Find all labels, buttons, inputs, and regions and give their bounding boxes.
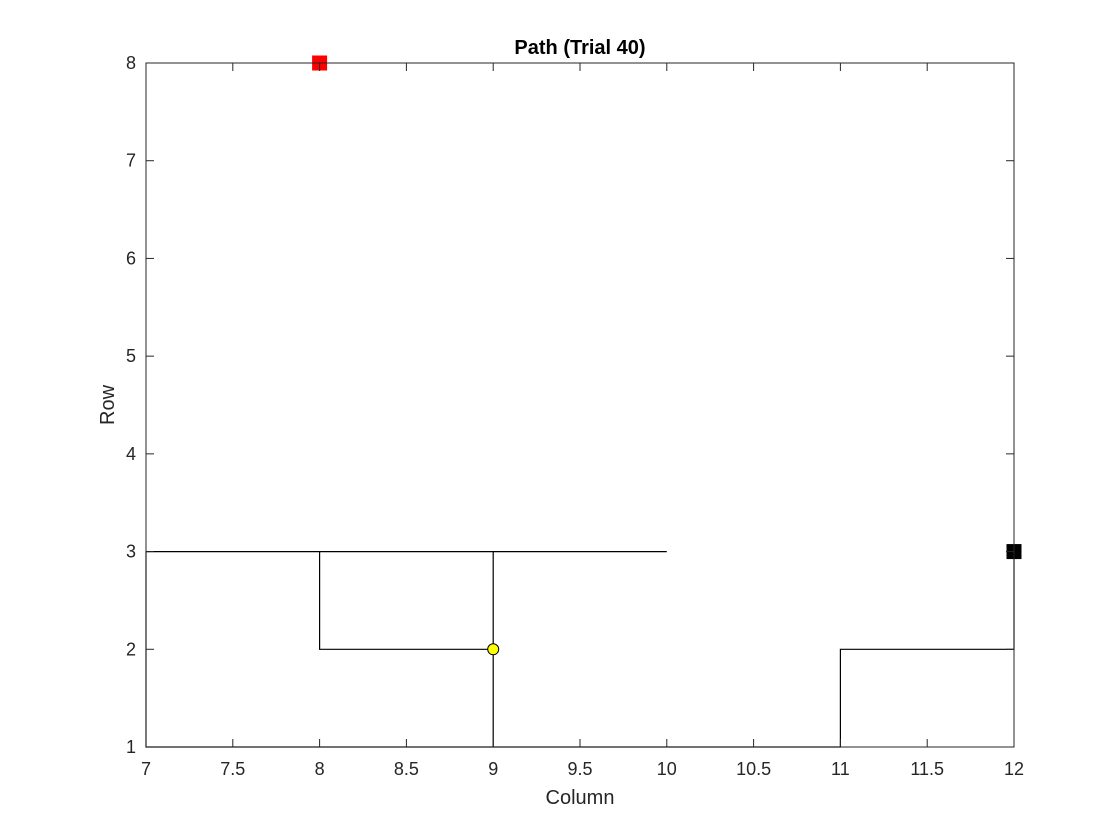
y-axis-label: Row bbox=[97, 384, 119, 425]
y-tick-label: 5 bbox=[126, 346, 136, 366]
x-tick-label: 7 bbox=[141, 759, 151, 779]
x-tick-label: 9 bbox=[488, 759, 498, 779]
y-tick-label: 7 bbox=[126, 151, 136, 171]
y-tick-label: 3 bbox=[126, 542, 136, 562]
x-tick-label: 9.5 bbox=[567, 759, 592, 779]
x-tick-label: 11 bbox=[831, 759, 850, 779]
y-tick-label: 4 bbox=[126, 444, 136, 464]
x-tick-label: 10 bbox=[657, 759, 677, 779]
marker-circle-2 bbox=[487, 643, 500, 656]
x-tick-label: 8 bbox=[315, 759, 325, 779]
y-tick-label: 1 bbox=[126, 737, 136, 757]
x-tick-label: 10.5 bbox=[736, 759, 771, 779]
plot-area bbox=[145, 55, 1022, 748]
x-tick-label: 11.5 bbox=[910, 759, 944, 779]
x-tick-label: 7.5 bbox=[220, 759, 245, 779]
y-tick-label: 6 bbox=[126, 248, 136, 268]
x-tick-label: 12 bbox=[1004, 759, 1024, 779]
y-tick-label: 2 bbox=[126, 639, 136, 659]
x-tick-label: 8.5 bbox=[394, 759, 419, 779]
chart-title: Path (Trial 40) bbox=[514, 37, 645, 59]
axes-background bbox=[146, 63, 1014, 747]
y-tick-label: 8 bbox=[126, 53, 136, 73]
x-axis-label: Column bbox=[546, 787, 615, 809]
